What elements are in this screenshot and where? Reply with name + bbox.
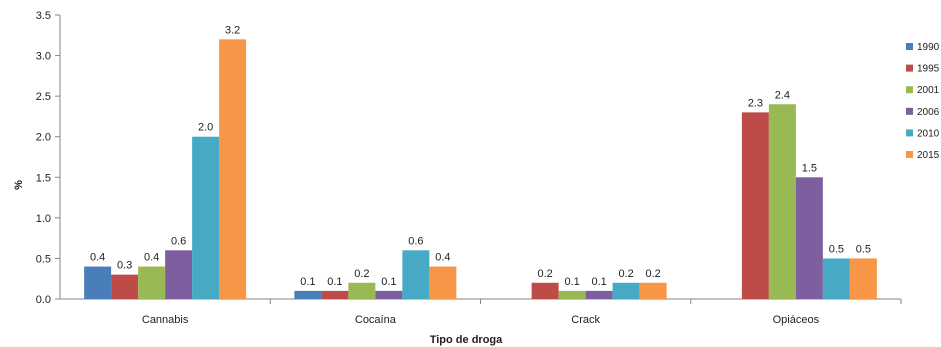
data-label: 0.3 [117,260,132,272]
legend-swatch-2001 [906,86,913,94]
data-label: 0.4 [144,252,159,264]
bar-2010-crack [612,282,640,299]
bar-2010-cannabis [192,136,220,299]
data-label: 0.4 [435,252,450,264]
bar-1990-cocaína [294,290,322,299]
bar-1995-opiáceos [741,112,769,299]
y-tick-label: 3.0 [36,51,51,63]
legend-label-2010: 2010 [917,128,940,139]
bar-1990-cannabis [84,266,112,299]
data-label: 0.5 [856,243,871,255]
legend-swatch-1995 [906,64,913,72]
bar-2006-opiáceos [795,177,823,299]
data-label: 2.3 [748,97,763,109]
legend-swatch-2010 [906,129,913,137]
x-axis-title: Tipo de droga [430,334,503,346]
x-tick-label: Cannabis [142,314,189,326]
bar-2015-crack [639,282,667,299]
bar-2001-cocaína [348,282,376,299]
bar-1995-cocaína [321,290,349,299]
y-tick-label: 2.0 [36,132,51,144]
bar-2001-opiáceos [768,104,796,299]
bar-2015-cannabis [219,39,247,299]
y-tick-label: 0.5 [36,253,51,265]
y-axis-title-text: % [13,180,25,190]
bar-1995-crack [531,282,559,299]
bar-2001-cannabis [138,266,166,299]
data-label: 0.2 [645,268,660,280]
bar-2010-opiáceos [822,258,850,299]
legend-label-2006: 2006 [917,107,940,118]
legend: 1990 1995 2001 2006 2010 2015 [906,42,940,161]
legend-label-1990: 1990 [917,42,940,53]
data-label: 2.0 [198,122,213,134]
data-label: 0.1 [564,276,579,288]
legend-label-2001: 2001 [917,85,940,96]
data-label: 0.5 [829,243,844,255]
data-label: 0.6 [171,235,186,247]
y-tick-label: 2.5 [36,91,51,103]
x-tick-label: Cocaína [355,314,397,326]
bar-1995-cannabis [111,274,139,299]
data-label: 0.1 [327,276,342,288]
data-label: 0.1 [591,276,606,288]
data-label: 1.5 [802,162,817,174]
bar-2010-cocaína [402,250,430,299]
plot-area: 0.4 0.3 0.4 0.6 2.0 3.2 0.1 0.1 0.2 0.1 0.6 0.4 0.2 0… [59,15,901,300]
data-label: 0.2 [618,268,633,280]
bar-2015-opiáceos [849,258,877,299]
data-label: 3.2 [225,24,240,36]
x-tick-label: Crack [571,314,600,326]
bar-2006-crack [585,290,613,299]
legend-label-1995: 1995 [917,64,940,75]
bar-2006-cocaína [375,290,403,299]
bar-2015-cocaína [429,266,457,299]
y-tick-label: 1.0 [36,213,51,225]
y-tick-label: 3.5 [36,10,51,22]
legend-swatch-1990 [906,43,913,50]
legend-swatch-2015 [906,151,913,158]
y-tick-label: 0.0 [36,294,51,306]
y-tick-labels: 0.0 0.5 1.0 1.5 2.0 2.5 3.0 3.5 [36,10,60,306]
data-label: 0.2 [537,268,552,280]
data-label: 0.1 [381,276,396,288]
data-label: 0.1 [300,276,315,288]
bar-2001-crack [558,290,586,299]
x-tick-label: Opiáceos [773,314,820,326]
data-label: 0.4 [90,252,105,264]
legend-swatch-2006 [906,107,913,115]
data-label: 2.4 [775,89,790,101]
data-label: 0.2 [354,268,369,280]
y-axis-title: % [13,180,25,190]
data-label: 0.6 [408,235,423,247]
x-tick-labels: Cannabis Cocaína Crack Opiáceos [142,299,902,326]
legend-label-2015: 2015 [917,150,940,161]
y-tick-label: 1.5 [36,172,51,184]
bar-2006-cannabis [165,250,193,299]
